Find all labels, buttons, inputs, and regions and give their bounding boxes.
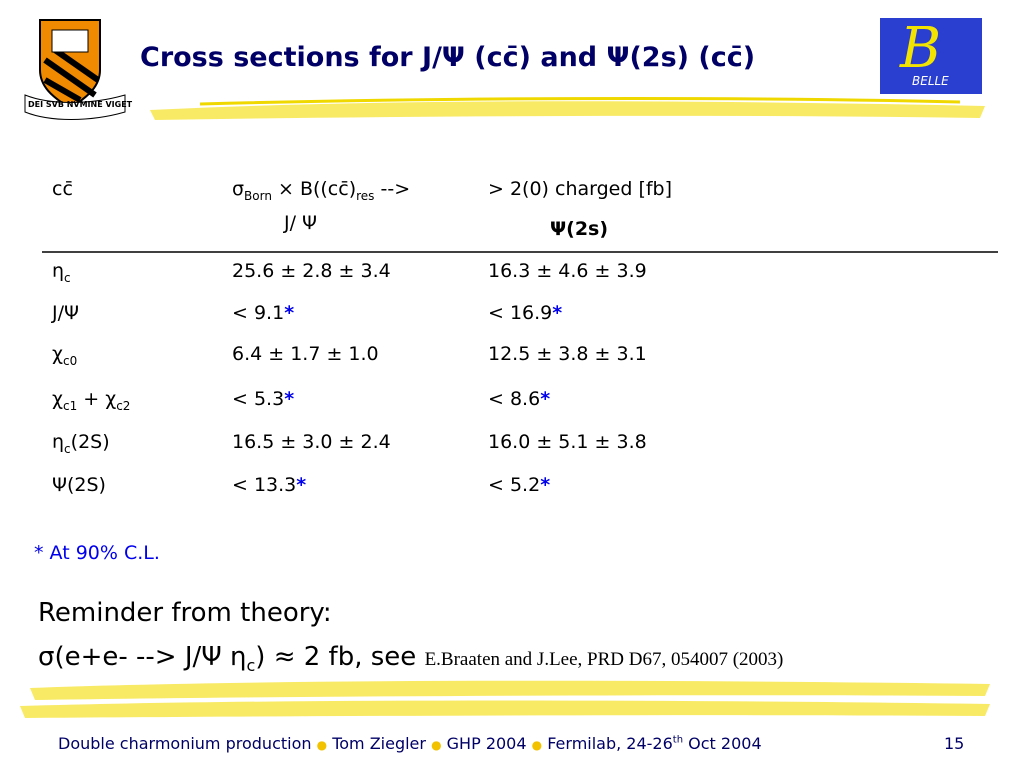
belle-letter: B [900,16,942,81]
asterisk: * [540,474,551,496]
row-label: χc0 [52,343,77,368]
reminder-line: σ(e+e- --> J/Ψ ηc) ≈ 2 fb, see E.Braaten… [38,642,783,675]
subscript: c [246,656,256,676]
text: 16.5 ± 3.0 ± 2.4 [232,431,391,453]
row-label: χc1 + χc2 [52,388,130,413]
footer: Double charmonium production ● Tom Ziegl… [58,734,762,753]
text: 12.5 ± 3.8 ± 3.1 [488,343,647,365]
asterisk: * [296,474,307,496]
shield-book [51,29,89,53]
text: --> [374,178,411,200]
text: < 16.9 [488,302,553,324]
place-end: Oct 2004 [683,734,762,753]
text: 25.6 ± 2.8 ± 3.4 [232,260,391,282]
value-cell: < 16.9* [488,302,562,324]
value-cell: 12.5 ± 3.8 ± 3.1 [488,343,647,365]
value-cell: 16.5 ± 3.0 ± 2.4 [232,431,391,453]
text: (2S) [70,431,110,453]
asterisk: * [284,302,295,324]
text: 6.4 ± 1.7 ± 1.0 [232,343,379,365]
asterisk: * [540,388,551,410]
footnote: * At 90% C.L. [34,542,160,564]
subscript: res [356,188,375,203]
text: J/Ψ [52,302,79,324]
brush-stroke [150,101,985,120]
value-cell: < 9.1* [232,302,294,324]
text: × B((cc̄) [271,178,357,200]
text: < 5.3 [232,388,285,410]
brush-stroke [199,97,961,106]
text: χ [52,343,63,365]
header-cell: J/ Ψ [284,212,317,234]
text: η [52,260,65,282]
text: 16.0 ± 5.1 ± 3.8 [488,431,647,453]
conference: GHP 2004 [446,734,527,753]
header-cell: cc̄ [52,178,73,200]
asterisk: * [284,388,295,410]
author: Tom Ziegler [332,734,426,753]
value-cell: < 8.6* [488,388,550,410]
brush-stroke [30,680,990,700]
bullet: ● [316,738,328,752]
place: Fermilab, 24-26 [547,734,673,753]
subscript: c0 [62,353,78,368]
value-cell: < 5.3* [232,388,294,410]
text: ) ≈ 2 fb, see [255,642,425,672]
asterisk: * [552,302,563,324]
bullet: ● [431,738,442,752]
belle-text: BELLE [912,74,949,88]
talk: Double charmonium production [58,734,312,753]
text: < 8.6 [488,388,541,410]
value-cell: 16.3 ± 4.6 ± 3.9 [488,260,647,282]
row-label: ηc(2S) [52,431,110,456]
text: σ(e+e- --> J/Ψ η [38,642,247,672]
row-label: ηc [52,260,71,285]
subscript: c [64,270,71,285]
value-cell: < 13.3* [232,474,306,496]
reminder-heading: Reminder from theory: [38,598,332,628]
subscript: c2 [116,398,131,413]
shield-motto: DEI SVB NVMINE VIGET [28,100,133,109]
subscript: c [64,441,71,456]
text: < 5.2 [488,474,541,496]
title: Cross sections for J/Ψ (cc̄) and Ψ(2s) (… [140,42,756,73]
text: < 13.3 [232,474,297,496]
brush-stroke [20,700,990,718]
bullet: ● [531,738,543,752]
text: Ψ(2S) [52,474,106,496]
value-cell: 25.6 ± 2.8 ± 3.4 [232,260,391,282]
text: σ [232,178,245,200]
superscript: th [672,734,684,746]
belle-logo [880,18,982,94]
page-number: 15 [944,734,965,753]
header-cell: Ψ(2s) [550,218,609,240]
text: + χ [77,388,117,410]
shield-banner [24,94,126,120]
text: 16.3 ± 4.6 ± 3.9 [488,260,647,282]
header-cell: σBorn × B((cc̄)res --> [232,178,410,203]
row-label: Ψ(2S) [52,474,106,496]
subscript: Born [244,188,272,203]
shield-chevrons [43,47,100,103]
subscript: c1 [62,398,78,413]
value-cell: 6.4 ± 1.7 ± 1.0 [232,343,379,365]
reference: E.Braaten and J.Lee, PRD D67, 054007 (20… [424,649,784,670]
row-label: J/Ψ [52,302,79,324]
header-cell: > 2(0) charged [fb] [488,178,673,200]
text: η [52,431,65,453]
text: χ [52,388,63,410]
text: < 9.1 [232,302,285,324]
value-cell: 16.0 ± 5.1 ± 3.8 [488,431,647,453]
value-cell: < 5.2* [488,474,550,496]
